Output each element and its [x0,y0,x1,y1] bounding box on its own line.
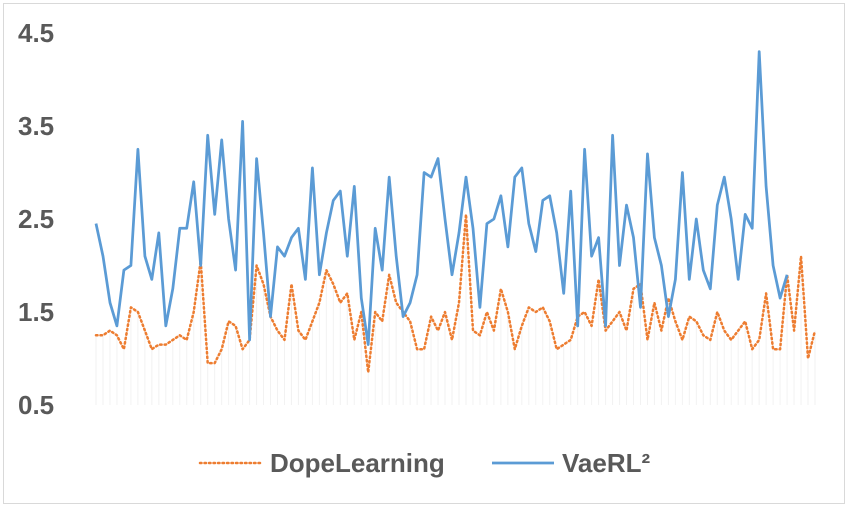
y-tick-label: 3.5 [18,111,54,141]
legend-label-dopelearning: DopeLearning [270,448,445,478]
y-axis-tick-labels: 4.5 3.5 2.5 1.5 0.5 [18,18,54,420]
series-line-dopelearning [94,213,817,374]
y-tick-label: 4.5 [18,18,54,48]
series-line-vaerl2 [94,50,789,346]
series-lines [94,50,817,405]
y-tick-label: 0.5 [18,390,54,420]
y-tick-label: 2.5 [18,204,54,234]
legend: DopeLearning VaeRL² [198,448,650,478]
y-tick-label: 1.5 [18,297,54,327]
chart-border [3,3,845,504]
legend-label-vaerl2: VaeRL² [562,448,650,478]
